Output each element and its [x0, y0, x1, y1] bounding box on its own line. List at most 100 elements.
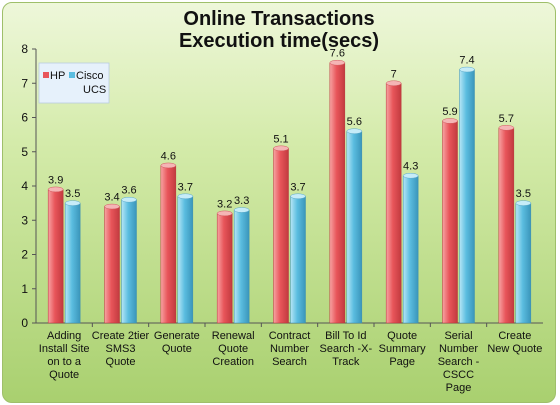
- category-label: Contract Number Search: [269, 330, 311, 368]
- category-label-line: Number: [270, 343, 309, 355]
- bar-hp: [385, 83, 402, 324]
- data-label: 3.5: [65, 188, 80, 200]
- data-label: 4.6: [161, 150, 176, 162]
- data-label: 3.7: [178, 181, 193, 193]
- legend: HP Cisco UCS: [38, 62, 110, 104]
- bar-cap: [290, 193, 306, 200]
- chart-title-line: Online Transactions: [183, 8, 374, 30]
- bar-hp: [329, 62, 346, 324]
- category-label-line: Bill To Id: [325, 330, 366, 342]
- category-label-line: Search -X-: [320, 343, 373, 355]
- chart-frame: Online Transactions Execution time(secs) 0…: [2, 2, 556, 403]
- bar-hp: [442, 120, 458, 324]
- bar-hp: [160, 165, 177, 324]
- bar-cap: [47, 186, 64, 193]
- category-label-line: Quote: [387, 330, 417, 342]
- category-label-line: Quote: [162, 343, 192, 355]
- category-label-line: Summary: [379, 343, 427, 355]
- bar-hp: [216, 213, 233, 324]
- bar-cisco-ucs: [346, 130, 363, 324]
- y-tick-label: 6: [21, 111, 28, 125]
- category-label-line: Generate: [154, 330, 200, 342]
- category-label-line: Create 2tier: [92, 330, 150, 342]
- bar-cisco-ucs: [121, 199, 137, 324]
- category-label-line: Install Site: [39, 343, 90, 355]
- bar-cisco-ucs: [402, 175, 419, 324]
- bar-cap: [233, 207, 250, 213]
- bar-cap: [104, 203, 120, 210]
- category-label: Renewal Quote Creation: [212, 330, 255, 368]
- data-label: 5.7: [499, 113, 514, 125]
- data-label: 7.6: [330, 48, 345, 60]
- category-label-line: Page: [446, 382, 472, 394]
- category-label-line: on to a: [47, 356, 82, 368]
- category-label: Adding Install Site on to a Quote: [39, 330, 90, 381]
- data-label: 3.4: [104, 192, 119, 204]
- bar-hp: [104, 206, 120, 324]
- legend-box: [38, 62, 110, 104]
- bar-cap: [442, 118, 458, 124]
- data-label: 5.9: [442, 106, 457, 118]
- bar-cap: [121, 196, 137, 203]
- category-label-line: Creation: [212, 356, 254, 368]
- category-label: Generate Quote: [154, 330, 200, 355]
- legend-label-hp: HP: [50, 70, 65, 82]
- bar-hp: [498, 127, 515, 324]
- bar-cap: [459, 66, 475, 73]
- category-label-line: Page: [389, 356, 415, 368]
- bar-cap: [515, 200, 532, 206]
- legend-label-cisco-ucs: Cisco UCS: [76, 70, 106, 96]
- data-label: 5.6: [347, 116, 362, 128]
- bar-cap: [329, 59, 346, 66]
- category-label: Create 2tier SMS3 Quote: [92, 330, 150, 368]
- y-tick-label: 0: [21, 316, 28, 330]
- y-tick-label: 4: [21, 179, 28, 193]
- bar-cisco-ucs: [290, 196, 306, 324]
- category-label-line: Quote: [106, 356, 136, 368]
- category-label-line: Number: [439, 343, 478, 355]
- data-label: 4.3: [403, 161, 418, 173]
- chart-title-line: Execution time(secs): [179, 30, 379, 52]
- category-label: Create New Quote: [487, 330, 542, 355]
- bar-cap: [385, 80, 402, 86]
- data-label: 3.7: [290, 181, 305, 193]
- category-label-line: Renewal: [212, 330, 255, 342]
- data-label: 5.1: [273, 133, 288, 145]
- bar-cisco-ucs: [177, 196, 194, 324]
- y-tick-label: 3: [21, 213, 28, 227]
- data-label: 3.3: [234, 195, 249, 207]
- bar-cap: [346, 128, 363, 134]
- data-label: 3.6: [121, 185, 136, 197]
- bar-cisco-ucs: [515, 202, 532, 324]
- category-label-line: Adding: [47, 330, 81, 342]
- bar-cap: [273, 145, 289, 152]
- data-label: 3.5: [516, 188, 531, 200]
- bar-cisco-ucs: [233, 209, 250, 324]
- bar-cisco-ucs: [459, 69, 475, 324]
- bar-cisco-ucs: [64, 202, 81, 324]
- legend-swatch-cisco-ucs: [69, 72, 75, 78]
- bar-cap: [64, 200, 81, 206]
- legend-swatch-hp: [43, 72, 49, 78]
- bar-hp: [47, 189, 64, 324]
- bar-cap: [160, 162, 177, 169]
- y-tick-label: 1: [21, 282, 28, 296]
- category-label-line: Search: [272, 356, 307, 368]
- bar-cap: [402, 172, 419, 179]
- category-label-line: New Quote: [487, 343, 542, 355]
- legend-label-line: UCS: [83, 84, 106, 96]
- data-label: 7.4: [459, 55, 474, 67]
- y-tick-label: 8: [21, 42, 28, 56]
- y-tick-label: 5: [21, 145, 28, 159]
- data-label: 3.9: [48, 174, 63, 186]
- data-label: 7: [391, 68, 397, 80]
- category-label-line: Quote: [218, 343, 248, 355]
- category-label: Bill To Id Search -X-Track: [320, 330, 373, 368]
- y-tick-label: 2: [21, 248, 28, 262]
- bar-cap: [216, 210, 233, 217]
- category-label: Quote Summary Page: [379, 330, 427, 368]
- category-label-line: SMS3: [106, 343, 136, 355]
- y-tick-label: 7: [21, 76, 28, 90]
- category-label-line: Contract: [269, 330, 311, 342]
